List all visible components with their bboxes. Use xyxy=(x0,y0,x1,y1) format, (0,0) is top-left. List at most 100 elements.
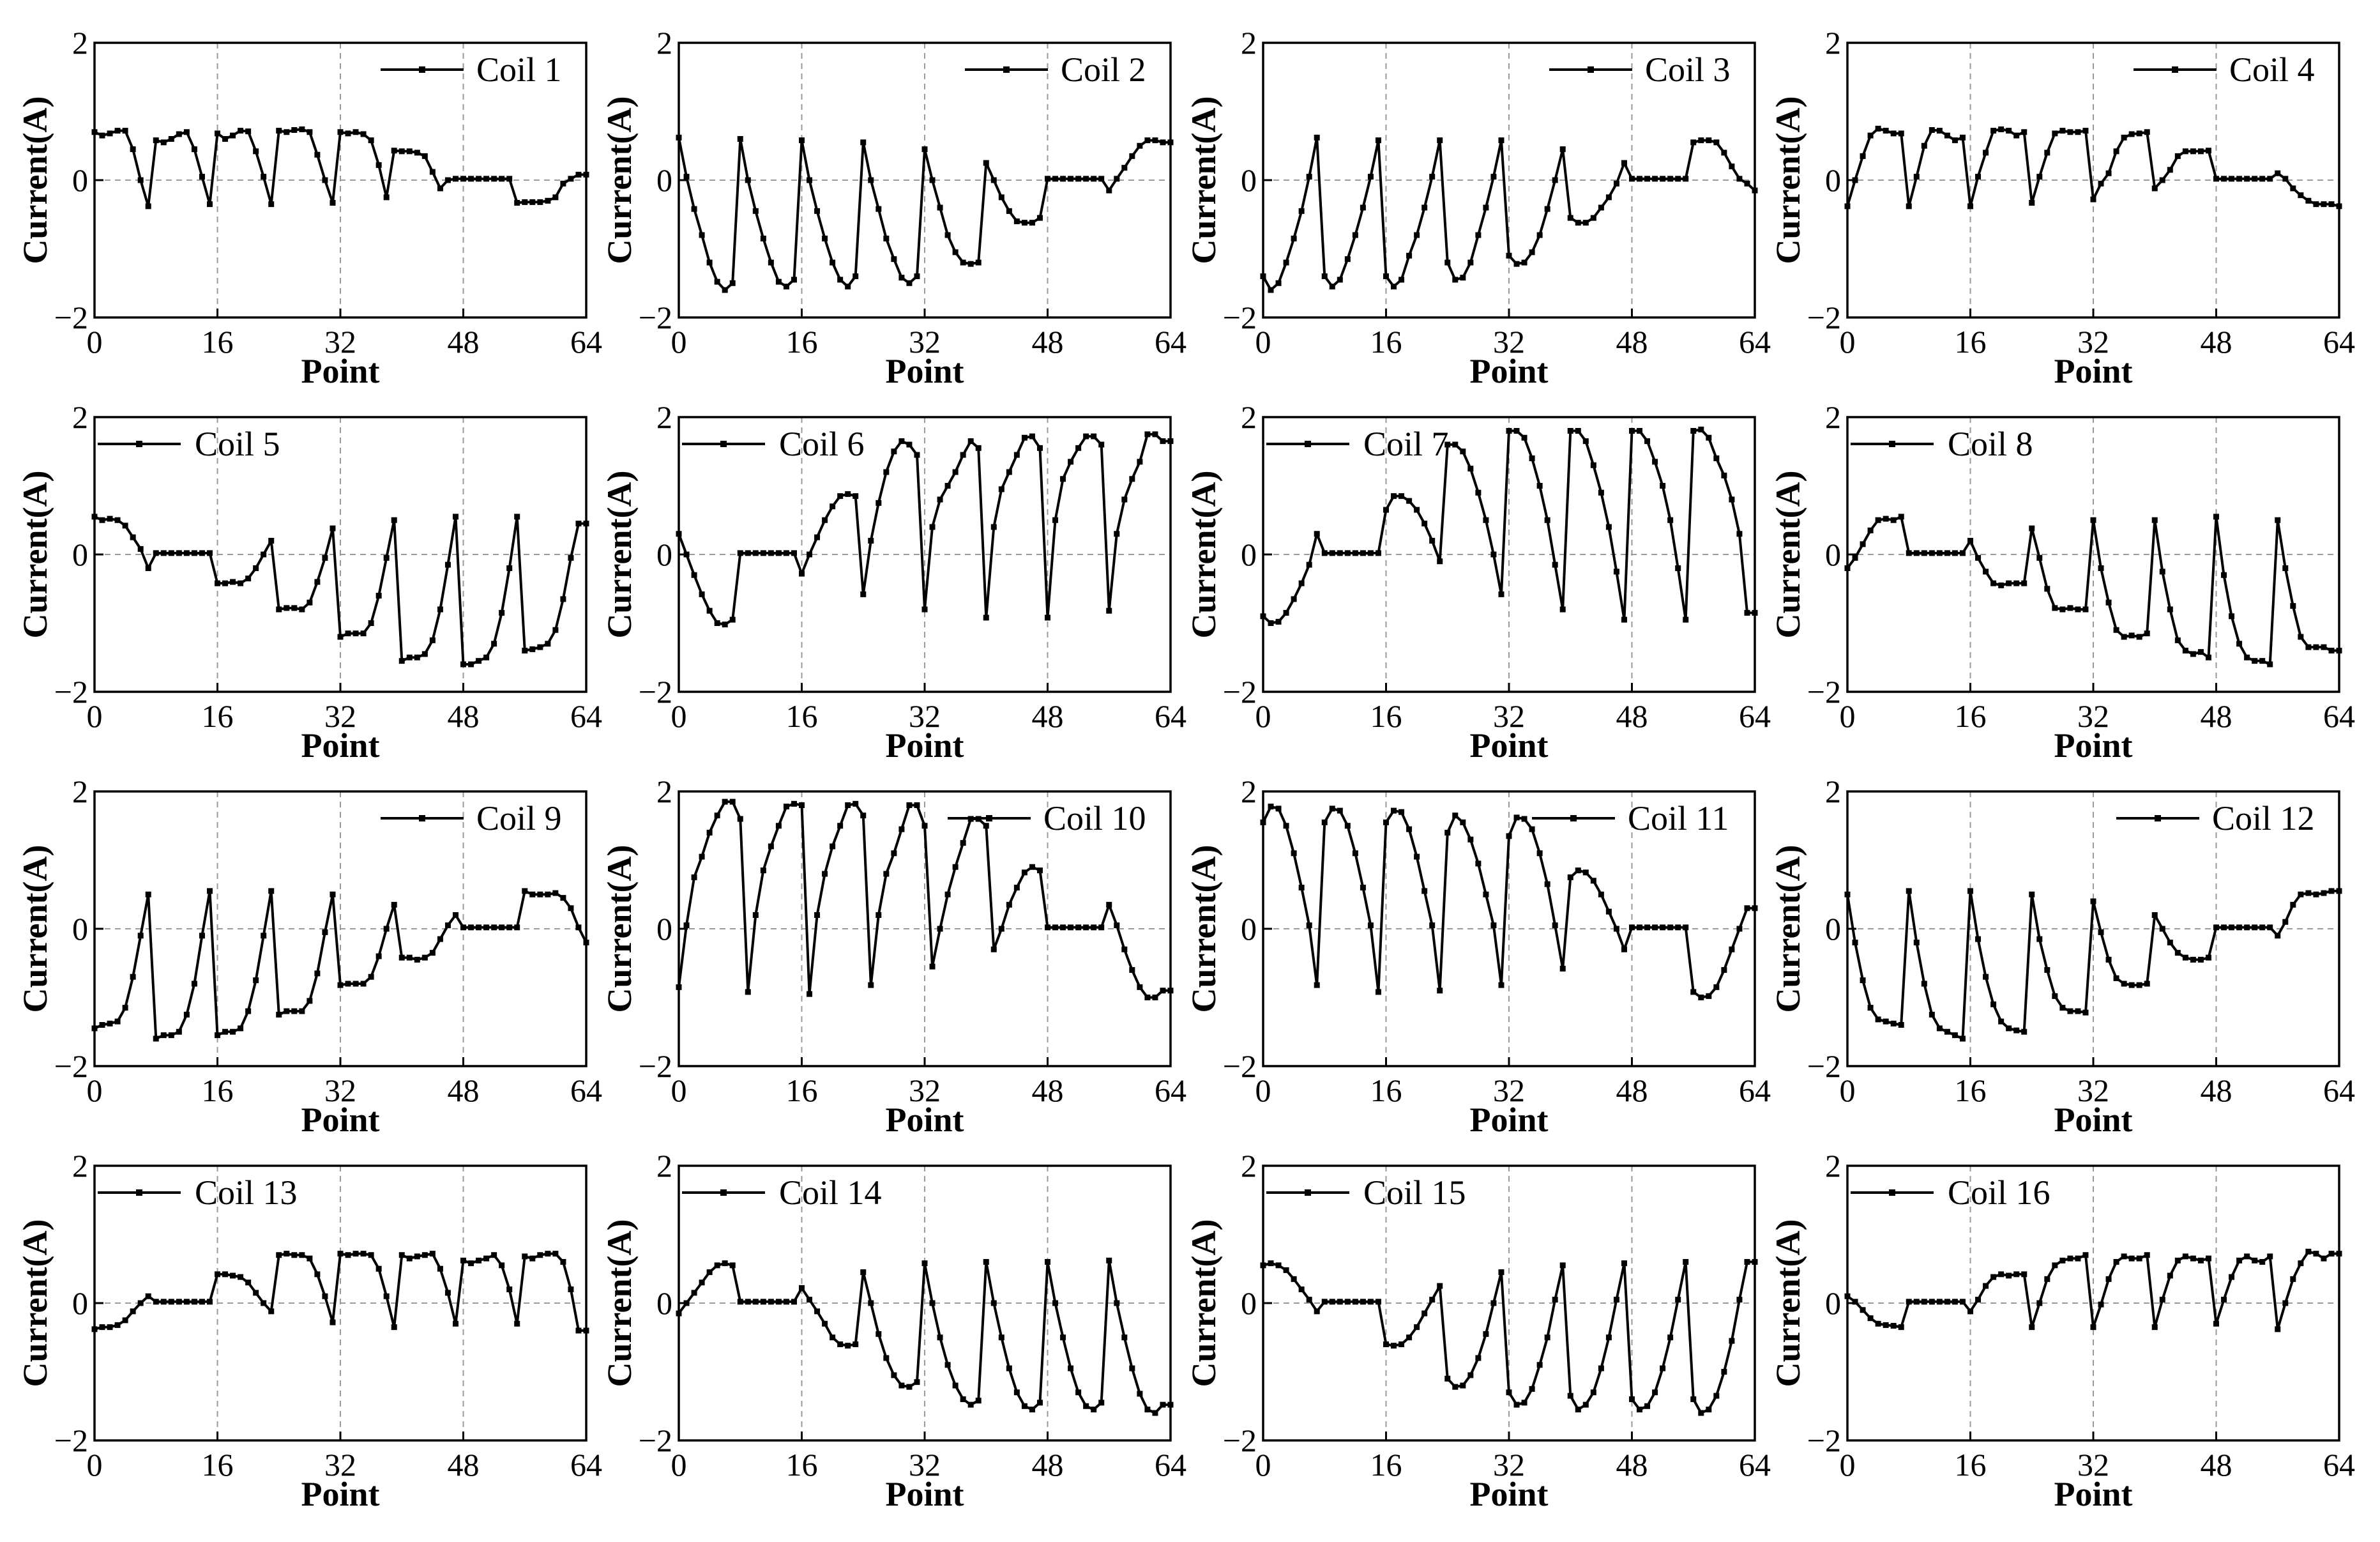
data-point xyxy=(2075,1255,2081,1262)
data-point xyxy=(2013,1027,2020,1034)
x-tick-label: 64 xyxy=(2323,324,2355,360)
y-tick-label: −2 xyxy=(1223,1423,1257,1458)
data-point xyxy=(1152,431,1158,438)
data-point xyxy=(1883,515,1889,522)
data-point xyxy=(1713,1393,1720,1399)
data-point xyxy=(352,630,359,637)
data-point xyxy=(391,1324,397,1331)
data-point xyxy=(691,874,697,880)
data-point xyxy=(952,1382,959,1389)
data-point xyxy=(868,177,874,183)
x-tick-label: 32 xyxy=(909,1073,941,1108)
data-point xyxy=(2259,924,2266,931)
data-point xyxy=(199,550,205,556)
data-point xyxy=(1268,620,1274,626)
data-point xyxy=(699,1279,705,1286)
data-point xyxy=(1490,1300,1497,1306)
data-point xyxy=(830,1334,836,1341)
data-point xyxy=(2190,1255,2196,1262)
data-point xyxy=(1706,993,1712,999)
data-point xyxy=(291,1008,298,1014)
data-point xyxy=(2298,192,2304,199)
data-point xyxy=(2328,648,2335,653)
data-point xyxy=(853,273,859,279)
data-point xyxy=(2236,176,2243,182)
data-point xyxy=(2182,1253,2188,1260)
data-point xyxy=(1629,176,1635,182)
data-point xyxy=(2275,170,2281,176)
data-point xyxy=(1314,982,1320,988)
data-point xyxy=(760,1299,766,1305)
data-point xyxy=(1867,1005,1874,1011)
data-point xyxy=(2021,129,2028,135)
data-point xyxy=(122,523,128,529)
data-point xyxy=(1736,531,1743,537)
data-point xyxy=(1660,176,1666,182)
x-tick-label: 48 xyxy=(1616,1447,1648,1483)
data-point xyxy=(360,131,367,137)
data-point xyxy=(429,1251,436,1257)
data-point xyxy=(2036,174,2043,180)
y-axis-label: Current(A) xyxy=(16,471,54,639)
data-point xyxy=(860,1269,867,1276)
x-axis-label: Point xyxy=(2054,1101,2132,1139)
data-point xyxy=(2174,1257,2181,1263)
data-point xyxy=(1398,493,1405,500)
data-point xyxy=(1952,1299,1958,1305)
x-tick-label: 64 xyxy=(2323,1447,2355,1483)
data-point xyxy=(1467,259,1474,266)
legend-coil-10: Coil 10 xyxy=(948,799,1146,837)
x-tick-label: 32 xyxy=(909,324,941,360)
data-point xyxy=(1513,814,1520,821)
data-point xyxy=(153,550,159,556)
data-point xyxy=(568,905,574,912)
data-point xyxy=(967,1401,974,1408)
data-point xyxy=(1936,1299,1943,1305)
data-point xyxy=(1437,988,1443,994)
y-tick-label: 0 xyxy=(1825,1285,1841,1321)
data-point xyxy=(1637,428,1643,434)
x-tick-label: 64 xyxy=(1155,1073,1186,1108)
x-tick-label: 32 xyxy=(2077,698,2109,734)
data-point xyxy=(2036,936,2043,942)
y-tick-label: −2 xyxy=(1807,1423,1841,1458)
data-point xyxy=(1429,922,1436,929)
data-point xyxy=(575,924,582,931)
data-point xyxy=(2290,603,2296,609)
data-point xyxy=(2298,634,2304,640)
data-point xyxy=(722,622,728,628)
data-point xyxy=(322,554,328,561)
x-axis-label: Point xyxy=(885,726,964,765)
data-point xyxy=(99,517,105,523)
data-point xyxy=(114,1018,121,1025)
data-point xyxy=(1475,1355,1482,1361)
data-point xyxy=(1860,977,1866,984)
x-tick-label: 32 xyxy=(1493,1447,1525,1483)
data-point xyxy=(1306,922,1312,929)
data-point xyxy=(2205,954,2211,961)
data-point xyxy=(314,1271,321,1278)
x-tick-label: 16 xyxy=(786,324,818,360)
data-point xyxy=(261,933,267,939)
data-point xyxy=(2221,176,2227,182)
data-point xyxy=(1029,1407,1035,1413)
data-point xyxy=(191,1299,197,1305)
data-point xyxy=(1129,967,1135,973)
data-point xyxy=(2259,658,2266,664)
x-axis-label: Point xyxy=(885,1101,964,1139)
data-point xyxy=(230,1272,236,1279)
data-point xyxy=(1298,1286,1305,1292)
data-point xyxy=(752,912,759,918)
data-point xyxy=(2244,1253,2250,1260)
data-point xyxy=(199,1299,205,1305)
data-point xyxy=(130,146,136,153)
data-point xyxy=(1029,433,1035,439)
data-point xyxy=(1598,204,1604,211)
data-point xyxy=(168,1032,174,1039)
data-point xyxy=(560,180,566,187)
data-point xyxy=(1936,550,1943,556)
y-axis-label: Current(A) xyxy=(600,1219,639,1387)
data-point xyxy=(330,1319,336,1325)
data-point xyxy=(1452,813,1459,819)
data-point xyxy=(1298,208,1305,214)
